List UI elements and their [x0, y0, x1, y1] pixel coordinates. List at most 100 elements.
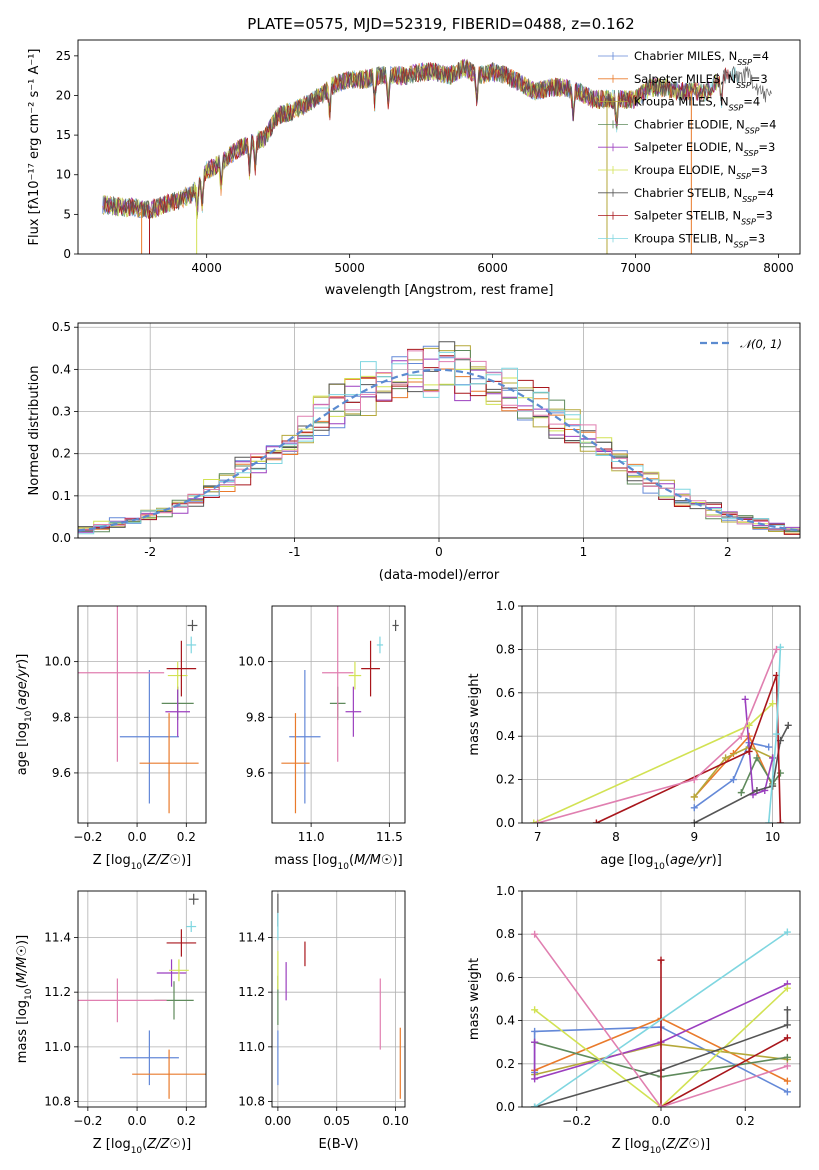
errorbar-group — [78, 606, 199, 814]
y-axis-label: age [log10(age/yr)] — [15, 654, 34, 776]
y-axis-label: mass [log10(M/M☉)] — [15, 935, 34, 1063]
x-tick-label: 8000 — [763, 261, 794, 275]
y-tick-label: 5 — [63, 207, 71, 221]
weight-point-marker — [690, 793, 698, 801]
x-axis-label: wavelength [Angstrom, rest frame] — [325, 283, 554, 298]
y-tick-label: 0.0 — [496, 816, 515, 830]
y-tick-label: 0.4 — [496, 729, 515, 743]
axes-frame — [271, 605, 406, 824]
y-tick-label: 0.5 — [52, 320, 71, 334]
x-tick-label: −0.2 — [73, 830, 102, 844]
legend-label: Chabrier MILES, NSSP=4 — [634, 49, 769, 67]
x-tick-label: 2 — [724, 545, 732, 559]
weight-point-marker — [776, 819, 784, 823]
y-tick-label: 1.0 — [496, 599, 515, 613]
x-tick-label: 9 — [690, 830, 698, 844]
x-tick-label: 0.00 — [265, 1114, 292, 1128]
y-tick-label: 1.0 — [496, 884, 515, 898]
weight-point-marker — [530, 819, 538, 823]
x-tick-label: −0.2 — [562, 1114, 591, 1128]
x-tick-label: 7000 — [620, 261, 651, 275]
weight-point-marker — [690, 776, 698, 784]
x-tick-label: 0.10 — [382, 1114, 409, 1128]
weight-point-marker — [773, 645, 781, 653]
y-tick-label: 15 — [56, 128, 71, 142]
x-tick-label: 0.0 — [128, 1114, 147, 1128]
weight-series-line — [693, 734, 774, 798]
weight-point-marker — [690, 804, 698, 812]
x-tick-label: -1 — [289, 545, 301, 559]
y-tick-label: 0.6 — [496, 970, 515, 984]
weight-point-marker — [722, 754, 730, 762]
x-tick-label: 1 — [580, 545, 588, 559]
y-tick-label: 10.0 — [238, 655, 265, 669]
weight-point-marker — [745, 721, 753, 729]
y-tick-label: 9.8 — [246, 710, 265, 724]
weight-point-marker — [765, 819, 773, 823]
weight-point-marker — [741, 695, 749, 703]
weight-point-marker — [783, 928, 791, 936]
weight-lines — [530, 643, 792, 823]
y-tick-label: 11.0 — [238, 1040, 265, 1054]
weight-series-line — [533, 703, 774, 823]
legend-label: Kroupa MILES, NSSP=4 — [634, 95, 760, 113]
weight-point-marker — [783, 1034, 791, 1042]
x-tick-label: 0.0 — [651, 1114, 670, 1128]
x-tick-label: 6000 — [477, 261, 508, 275]
weight-point-marker — [753, 754, 761, 762]
weight-lines — [531, 928, 791, 1107]
y-tick-label: 0 — [63, 247, 71, 261]
x-tick-label: 0.2 — [177, 1114, 196, 1128]
weight-series-line — [534, 1009, 789, 1107]
y-tick-label: 10.8 — [44, 1095, 71, 1109]
y-axis-label: Flux [fλ10⁻¹⁷ erg cm⁻² s⁻¹ A⁻¹] — [27, 49, 42, 246]
x-axis-label: E(B-V) — [318, 1137, 358, 1152]
weight-series-line — [744, 699, 774, 796]
x-tick-label: 8 — [612, 830, 620, 844]
weight-point-marker — [769, 700, 777, 708]
legend-label: Kroupa ELODIE, NSSP=3 — [634, 163, 768, 181]
y-tick-label: 11.4 — [44, 930, 71, 944]
x-tick-label: 0.05 — [323, 1114, 350, 1128]
x-tick-label: 11.0 — [298, 830, 325, 844]
y-tick-label: 11.4 — [238, 930, 265, 944]
y-tick-label: 0.2 — [496, 1057, 515, 1071]
legend-label: Salpeter STELIB, NSSP=3 — [634, 209, 773, 227]
y-tick-label: 0.1 — [52, 489, 71, 503]
axes-frame — [521, 605, 801, 824]
legend-label: Kroupa STELIB, NSSP=3 — [634, 231, 765, 249]
y-tick-label: 0.2 — [52, 447, 71, 461]
weight-point-marker — [592, 819, 600, 823]
y-tick-label: 0.4 — [496, 1014, 515, 1028]
x-tick-label: 0.2 — [736, 1114, 755, 1128]
x-axis-label: Z [log10(Z/Z☉)] — [93, 1137, 192, 1156]
weight-point-marker — [531, 930, 539, 938]
x-tick-label: -2 — [144, 545, 156, 559]
weight-point-marker — [737, 732, 745, 740]
y-tick-label: 9.8 — [52, 710, 71, 724]
y-tick-label: 0.0 — [52, 531, 71, 545]
axes-frame — [271, 890, 406, 1108]
weight-point-marker — [783, 984, 791, 992]
histogram-group — [78, 341, 800, 538]
weight-point-marker — [531, 1103, 539, 1107]
weight-point-marker — [729, 776, 737, 784]
weight-point-marker — [657, 956, 665, 964]
y-tick-label: 9.6 — [52, 766, 71, 780]
weight-point-marker — [737, 789, 745, 797]
weight-point-marker — [773, 730, 781, 738]
x-tick-label: −0.2 — [73, 1114, 102, 1128]
figure-title: PLATE=0575, MJD=52319, FIBERID=0488, z=0… — [247, 15, 634, 33]
weight-series-line — [693, 746, 773, 798]
weight-point-marker — [783, 1006, 791, 1014]
axes-frame — [521, 890, 801, 1108]
x-axis-label: Z [log10(Z/Z☉)] — [93, 853, 192, 872]
weight-point-marker — [531, 1006, 539, 1014]
weight-point-marker — [531, 1027, 539, 1035]
weight-series-line — [533, 933, 788, 1107]
weight-series-line — [693, 725, 790, 823]
y-tick-label: 0.8 — [496, 642, 515, 656]
y-tick-label: 11.2 — [44, 985, 71, 999]
weight-point-marker — [776, 643, 784, 651]
